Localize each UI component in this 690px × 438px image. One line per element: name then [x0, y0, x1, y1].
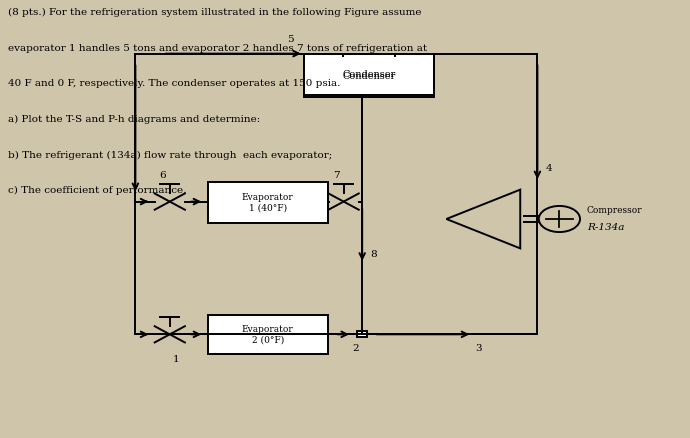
Text: a) Plot the T-S and P-h diagrams and determine:: a) Plot the T-S and P-h diagrams and det…	[8, 115, 261, 124]
Bar	[208, 182, 328, 223]
Text: (8 pts.) For the refrigeration system illustrated in the following Figure assume: (8 pts.) For the refrigeration system il…	[8, 8, 422, 17]
Text: b) The refrigerant (134a) flow rate through  each evaporator;: b) The refrigerant (134a) flow rate thro…	[8, 151, 333, 160]
Text: 6: 6	[159, 171, 166, 180]
Bar	[304, 56, 434, 97]
Text: 4: 4	[546, 164, 552, 173]
Text: 40 F and 0 F, respectively. The condenser operates at 150 psia.: 40 F and 0 F, respectively. The condense…	[8, 79, 341, 88]
Text: Condenser: Condenser	[342, 72, 395, 81]
Text: 1: 1	[173, 355, 180, 364]
Text: 5: 5	[287, 35, 293, 44]
Text: 8: 8	[371, 251, 377, 259]
Text: Condenser: Condenser	[342, 70, 395, 79]
Text: R-134a: R-134a	[587, 223, 624, 232]
Text: evaporator 1 handles 5 tons and evaporator 2 handles 7 tons of refrigeration at: evaporator 1 handles 5 tons and evaporat…	[8, 44, 427, 53]
Text: 2: 2	[352, 344, 359, 353]
Bar	[304, 53, 434, 95]
Text: Evaporator
1 (40°F): Evaporator 1 (40°F)	[241, 193, 293, 212]
Text: Compressor: Compressor	[587, 206, 642, 215]
Text: Evaporator
2 (0°F): Evaporator 2 (0°F)	[241, 325, 293, 344]
Bar	[208, 315, 328, 354]
Text: 7: 7	[333, 171, 340, 180]
Bar	[357, 331, 367, 337]
Text: c) The coefficient of performance.: c) The coefficient of performance.	[8, 186, 186, 195]
Text: 3: 3	[475, 344, 482, 353]
